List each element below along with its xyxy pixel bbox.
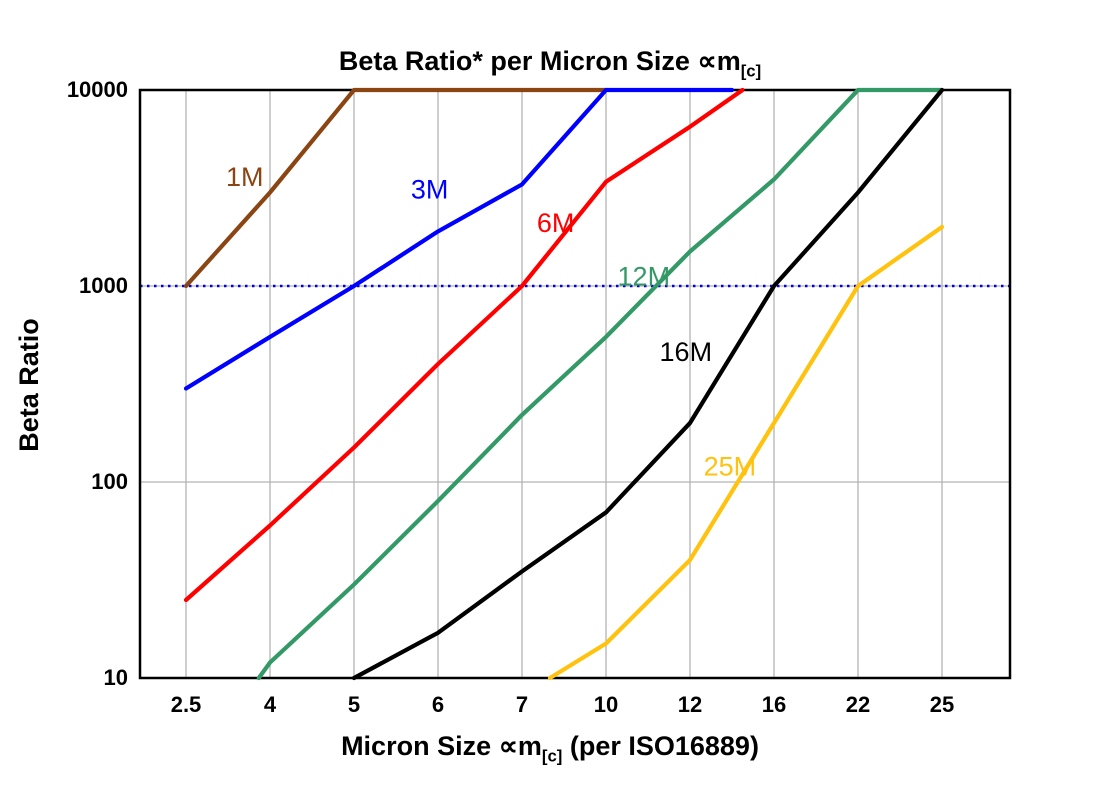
x-tick-label: 12 <box>678 692 702 717</box>
chart-title-text: Beta Ratio* per Micron Size <box>338 46 698 76</box>
x-tick-label: 16 <box>762 692 786 717</box>
series-line-25M <box>547 224 945 681</box>
y-axis-label: Beta Ratio <box>14 318 44 452</box>
series-label-16M: 16M <box>660 337 713 367</box>
x-tick-label: 25 <box>930 692 954 717</box>
x-tick-label: 4 <box>264 692 277 717</box>
x-tick-label: 2.5 <box>171 692 202 717</box>
x-tick-label: 5 <box>348 692 360 717</box>
y-tick-label: 1000 <box>79 273 128 298</box>
series-line-6M <box>183 87 745 603</box>
x-axis-label-subscript: [c] <box>541 746 563 766</box>
y-tick-label: 100 <box>91 469 128 494</box>
x-axis-label-suffix: (per ISO16889) <box>562 731 759 761</box>
series-label-12M: 12M <box>618 261 671 291</box>
y-tick-label: 10 <box>104 665 128 690</box>
x-tick-label: 10 <box>594 692 618 717</box>
chart-title: Beta Ratio* per Micron Size ∝m[c] <box>0 46 1100 81</box>
series-line-12M <box>256 87 945 681</box>
x-tick-label: 22 <box>846 692 870 717</box>
series-label-6M: 6M <box>537 208 575 238</box>
series-label-1M: 1M <box>226 162 264 192</box>
y-tick-label: 10000 <box>67 77 128 102</box>
chart-title-subscript: [c] <box>740 61 762 81</box>
series-label-3M: 3M <box>411 175 449 205</box>
series-line-3M <box>183 87 735 391</box>
x-axis-label-prefix: Micron Size <box>341 731 499 761</box>
series-line-1M <box>183 87 609 289</box>
proportional-symbol: ∝m <box>697 46 741 76</box>
proportional-symbol: ∝m <box>498 731 542 761</box>
x-tick-label: 6 <box>432 692 444 717</box>
series-label-25M: 25M <box>704 451 757 481</box>
x-axis-label: Micron Size ∝m[c] (per ISO16889) <box>0 731 1100 766</box>
series-line-16M <box>351 87 945 681</box>
x-tick-label: 7 <box>516 692 528 717</box>
